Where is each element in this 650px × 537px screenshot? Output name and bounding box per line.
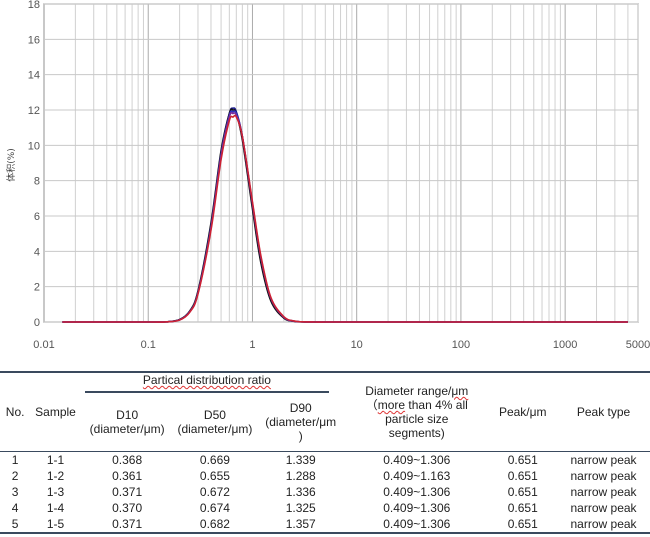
cell-sample: 1-2 xyxy=(46,468,65,483)
y-tick-label: 10 xyxy=(28,140,40,152)
y-tick-label: 4 xyxy=(34,246,40,258)
cell-sample: 1-4 xyxy=(46,500,65,515)
header-range: Diameter range/μm （more than 4% all part… xyxy=(365,383,469,440)
particle-distribution-table: No. Sample Partical distribution ratio D… xyxy=(0,371,650,534)
cell-d50: 0.672 xyxy=(199,484,230,499)
table-row: 3 1-3 0.371 0.672 1.336 0.409~1.306 0.651 narro… xyxy=(0,484,650,500)
cell-d10: 0.370 xyxy=(112,500,143,515)
cell-d10: 0.371 xyxy=(112,484,143,499)
x-tick-label: 0.1 xyxy=(141,339,156,351)
y-tick-label: 8 xyxy=(34,176,40,188)
y-tick-label: 14 xyxy=(28,70,40,82)
cell-type: narrow peak xyxy=(570,500,637,515)
cell-no: 1 xyxy=(11,452,19,467)
cell-d90: 1.339 xyxy=(285,452,316,467)
header-sample: Sample xyxy=(35,404,76,419)
cell-d10: 0.361 xyxy=(112,468,143,483)
cell-peak: 0.651 xyxy=(507,452,538,467)
cell-no: 3 xyxy=(11,484,19,499)
x-tick-label: 5000 xyxy=(626,339,650,351)
cell-type: narrow peak xyxy=(570,484,637,499)
header-d50: D50 (diameter/μm) xyxy=(177,407,253,436)
y-tick-label: 6 xyxy=(34,211,40,223)
table-row: 5 1-5 0.371 0.682 1.357 0.409~1.306 0.651 narro… xyxy=(0,515,650,534)
cell-d10: 0.368 xyxy=(112,452,143,467)
header-d90: D90 (diameter/μm) xyxy=(265,400,337,443)
cell-d50: 0.669 xyxy=(199,452,230,467)
cell-peak: 0.651 xyxy=(507,468,538,483)
cell-type: narrow peak xyxy=(570,452,637,467)
cell-peak: 0.651 xyxy=(507,484,538,499)
header-peak: Peak/μm xyxy=(498,404,547,419)
x-tick-label: 10 xyxy=(351,339,363,351)
x-tick-label: 1000 xyxy=(553,339,577,351)
header-group: Partical distribution ratio xyxy=(84,373,330,393)
cell-no: 2 xyxy=(11,468,19,483)
cell-no: 4 xyxy=(11,500,19,515)
table-row: 2 1-2 0.361 0.655 1.288 0.409~1.163 0.651 narro… xyxy=(0,468,650,484)
y-tick-label: 12 xyxy=(28,105,40,117)
cell-d50: 0.674 xyxy=(199,500,230,515)
y-tick-label: 0 xyxy=(34,317,40,329)
cell-d10: 0.371 xyxy=(80,515,174,534)
y-tick-label: 18 xyxy=(28,0,40,11)
cell-d90: 1.288 xyxy=(285,468,316,483)
x-tick-label: 100 xyxy=(452,339,470,351)
header-no: No. xyxy=(5,404,25,419)
series-line-1-5 xyxy=(62,114,628,323)
y-tick-label: 16 xyxy=(28,34,40,46)
cell-sample: 1-1 xyxy=(46,452,65,467)
cell-range: 0.409~1.306 xyxy=(383,484,451,499)
y-axis-label: 体积(%) xyxy=(5,148,17,182)
y-tick-label: 2 xyxy=(34,282,40,294)
cell-sample: 1-3 xyxy=(46,484,65,499)
particle-size-chart: 0 2 4 6 8 10 12 14 16 18 0.01 0.1 1 10 100 1000 5000 体积(… xyxy=(5,0,650,351)
cell-d50: 0.682 xyxy=(173,515,257,534)
cell-d90: 1.325 xyxy=(285,500,316,515)
cell-peak: 0.651 xyxy=(488,515,558,534)
cell-d50: 0.655 xyxy=(199,468,230,483)
cell-range: 0.409~1.306 xyxy=(345,515,489,534)
x-tick-label: 1 xyxy=(249,339,255,351)
x-tick-label: 0.01 xyxy=(33,339,54,351)
cell-range: 0.409~1.306 xyxy=(383,452,451,467)
cell-sample: 1-5 xyxy=(30,515,81,534)
table-row: 1 1-1 0.368 0.669 1.339 0.409~1.306 0.651 narro… xyxy=(0,451,650,468)
cell-no: 5 xyxy=(0,515,31,534)
cell-type: narrow peak xyxy=(570,468,637,483)
cell-d90: 1.357 xyxy=(256,515,346,534)
table-row: 4 1-4 0.370 0.674 1.325 0.409~1.306 0.651 narro… xyxy=(0,500,650,516)
header-d10: D10 (diameter/μm) xyxy=(89,407,165,436)
cell-d90: 1.336 xyxy=(285,484,316,499)
cell-range: 0.409~1.306 xyxy=(383,500,451,515)
header-type: Peak type xyxy=(576,404,631,419)
cell-peak: 0.651 xyxy=(507,500,538,515)
cell-type: narrow peak xyxy=(557,515,650,534)
cell-range: 0.409~1.163 xyxy=(383,468,451,483)
